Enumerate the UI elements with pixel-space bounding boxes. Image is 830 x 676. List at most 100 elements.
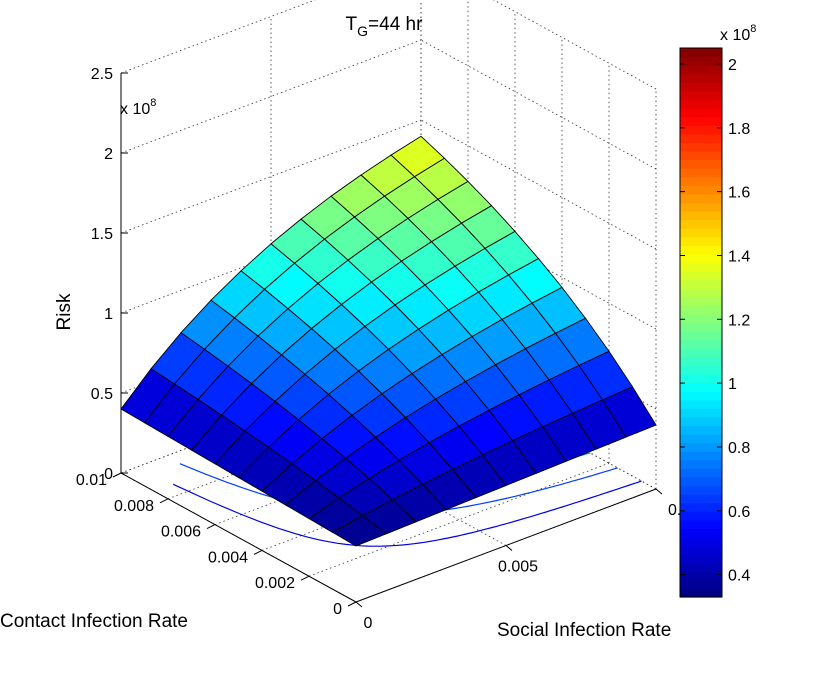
colorbar-swatch [680,476,722,487]
y-tick-label: 0.002 [255,575,295,592]
colorbar-swatch [680,579,722,590]
gridline [493,0,657,90]
colorbar-swatch [680,90,722,101]
y-tick-label: 0.004 [208,549,248,566]
z-tick-label: 0 [104,466,113,483]
colorbar-swatch [680,348,722,358]
colorbar-swatch [680,536,722,547]
z-axis-label: Risk [54,293,75,330]
colorbar-swatch [680,168,722,178]
colorbar-swatch [680,176,722,186]
x-tick-label: 0.005 [498,559,538,576]
gridline [420,39,657,170]
surface-mesh [120,135,657,547]
colorbar-swatch [680,494,722,504]
colorbar-swatch [680,451,722,461]
x-tick-label: 0. [668,502,681,519]
colorbar-tick-label: 1.6 [728,185,750,202]
colorbar-swatch [680,468,722,478]
surface-patch [331,515,387,547]
contour-line [172,480,642,547]
colorbar-tick-label: 1.2 [728,312,750,329]
colorbar-swatch [680,150,722,161]
colorbar-swatch [680,442,722,452]
colorbar-swatch [680,408,722,418]
z-tick-label: 2 [104,146,113,163]
y-tick-label: 0.01 [76,472,107,489]
colorbar-swatch [680,356,722,366]
colorbar-exponent: x 108 [720,23,756,44]
colorbar-swatch [680,571,722,581]
colorbar-swatch [680,502,722,512]
tick-labels: 00.511.522.500.0020.0040.0060.0080.0100.… [76,66,681,632]
colorbar-swatch [680,322,722,332]
colorbar-swatch [680,331,722,341]
colorbar-swatch [680,459,722,469]
colorbar-frame [679,47,723,598]
axes-lines [112,72,663,608]
colorbar-swatch [680,262,722,272]
colorbar-swatch [680,228,722,238]
colorbar-tick-label: 0.6 [728,504,750,521]
colorbar-swatch [680,202,722,212]
z-tick-label: 1 [104,306,113,323]
colorbar-swatch [680,82,722,92]
colorbar-swatch [680,73,722,83]
x-tick [505,545,513,551]
colorbar-swatch [680,313,722,324]
y-tick-label: 0.006 [161,524,201,541]
colorbar-swatch [680,485,722,495]
colorbar-swatch [680,56,722,66]
colorbar-swatch [680,125,722,135]
colorbar-swatch [680,416,722,427]
colorbar-swatch [680,382,722,392]
chart-title: TG=44 hr [346,14,424,39]
colorbar-swatch [680,391,722,401]
y-tick [159,498,169,504]
colorbar: 0.4 0.6 0.8 1 1.2 1.4 1.6 1.8 2 [679,47,750,598]
y-axis-label: Contact Infection Rate [0,611,188,632]
y-axis-line [120,472,357,603]
colorbar-swatch [680,210,722,221]
y-tick [206,524,216,530]
colorbar-swatch [680,48,722,58]
colorbar-swatch [680,425,722,435]
colorbar-swatch [680,305,722,315]
colorbar-swatch [680,511,722,521]
z-axis-exponent: x 108 [120,97,156,118]
colorbar-tick-label: 2 [728,57,737,74]
colorbar-swatch [680,288,722,298]
colorbar-swatch [680,271,722,281]
colorbar-swatch [680,545,722,555]
y-tick [300,575,310,581]
y-tick [112,472,122,478]
colorbar-tick-label: 1.8 [728,121,750,138]
colorbar-tick-label: 1.4 [728,249,750,266]
colorbar-swatch [680,253,722,264]
colorbar-swatch [680,339,722,349]
colorbar-tick-label: 0.8 [728,440,750,457]
colorbar-swatch [680,373,722,384]
colorbar-swatch [680,116,722,126]
colorbar-swatch [680,185,722,195]
colorbar-swatch [680,588,722,598]
colorbar-swatch [680,245,722,255]
y-tick-label: 0 [333,601,342,618]
y-tick [347,601,357,607]
colorbar-swatch [680,279,722,289]
y-tick-label: 0.008 [114,498,154,515]
colorbar-tick-label: 1 [728,376,737,393]
colorbar-swatch [680,133,722,143]
colorbar-swatch [680,365,722,375]
x-tick-label: 0 [364,615,373,632]
z-tick-label: 0.5 [91,386,113,403]
colorbar-tick-label: 0.4 [728,568,750,585]
colorbar-swatch [680,193,722,204]
colorbar-swatch [680,296,722,306]
y-tick [253,549,263,555]
colorbar-swatch [680,108,722,118]
colorbar-swatch [680,519,722,529]
colorbar-swatch [680,159,722,169]
colorbar-swatch [680,99,722,109]
